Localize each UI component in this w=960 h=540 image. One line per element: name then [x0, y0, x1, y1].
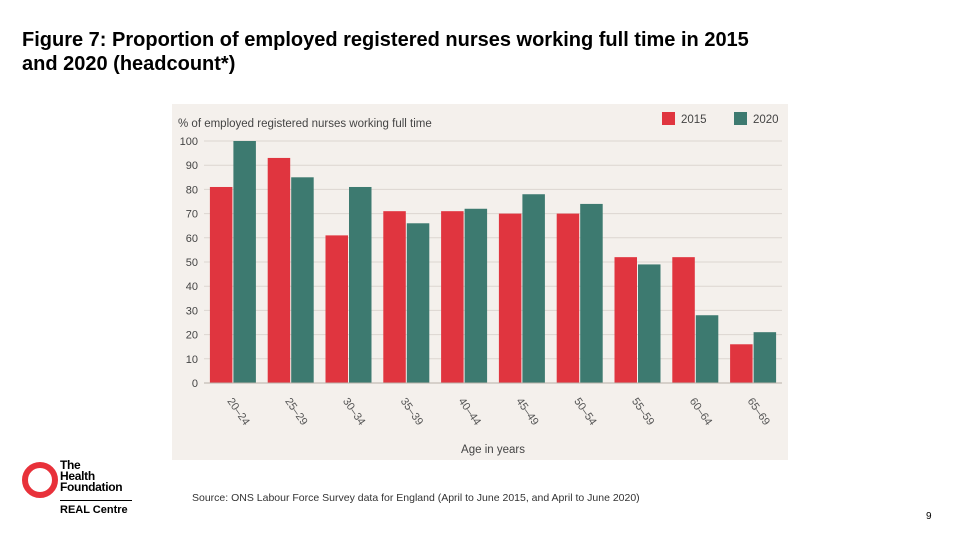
bar-2020-4 [406, 223, 430, 383]
x-tick-label: 55–59 [629, 396, 656, 428]
legend-label-2015: 2015 [681, 114, 707, 126]
x-tick-label: 30–34 [340, 396, 367, 428]
bar-2020-5 [464, 208, 488, 383]
legend-swatch-2020 [734, 112, 747, 125]
slide-title-line-2: and 2020 (headcount*) [22, 53, 236, 75]
logo-wordmark: The Health Foundation [60, 458, 123, 494]
y-tick-label: 10 [186, 354, 198, 366]
y-tick-label: 100 [180, 136, 198, 148]
bar-chart: % of employed registered nurses working … [178, 112, 782, 456]
x-tick-label: 25–29 [282, 396, 309, 428]
x-tick-label: 50–54 [571, 396, 598, 428]
bar-2020-9 [695, 315, 719, 383]
bar-2015-9 [672, 257, 695, 383]
x-tick-label: 40–44 [456, 396, 483, 428]
x-axis-label: Age in years [461, 444, 525, 456]
y-tick-label: 90 [186, 160, 198, 172]
logo-line-3: Foundation [60, 480, 123, 494]
chart-panel: % of employed registered nurses working … [172, 104, 788, 460]
x-tick-label: 60–64 [687, 396, 714, 428]
bar-2015-1 [209, 186, 233, 383]
source-note: Source: ONS Labour Force Survey data for… [192, 492, 640, 504]
bar-2015-5 [441, 211, 464, 383]
y-tick-label: 0 [192, 378, 198, 390]
y-tick-label: 20 [186, 330, 198, 342]
y-tick-label: 50 [186, 257, 198, 269]
bar-2015-6 [498, 213, 522, 383]
y-tick-label: 60 [186, 233, 198, 245]
y-tick-label: 70 [186, 209, 198, 221]
legend-swatch-2015 [662, 112, 675, 125]
legend-label-2020: 2020 [753, 114, 779, 126]
bar-2015-10 [730, 344, 753, 383]
logo-line-1: The [60, 458, 81, 472]
x-tick-label: 65–69 [745, 396, 772, 428]
bar-2020-6 [522, 194, 545, 383]
bar-2015-7 [556, 213, 580, 383]
y-tick-label: 40 [186, 281, 198, 293]
bar-2015-8 [614, 257, 637, 383]
x-tick-label: 20–24 [224, 396, 251, 428]
bar-2020-10 [753, 332, 777, 383]
logo-divider [60, 500, 132, 501]
slide-title-line-1: Figure 7: Proportion of employed registe… [22, 29, 749, 51]
y-tick-label: 30 [186, 305, 198, 317]
page-number: 9 [926, 511, 932, 522]
bar-2020-2 [291, 177, 314, 383]
bar-2020-1 [233, 141, 256, 383]
bar-2015-4 [383, 211, 406, 383]
x-tick-label: 45–49 [513, 396, 540, 428]
logo-subtitle: REAL Centre [60, 504, 128, 516]
logo-ring-icon [22, 462, 58, 498]
bar-2015-3 [325, 235, 348, 383]
x-tick-label: 35–39 [398, 396, 425, 428]
slide-title: Figure 7: Proportion of employed registe… [22, 28, 902, 76]
logo-line-2: Health [60, 469, 95, 483]
chart-title: % of employed registered nurses working … [178, 118, 432, 130]
bar-2020-3 [349, 186, 372, 383]
health-foundation-logo: The Health Foundation REAL Centre [22, 458, 142, 520]
bar-2020-8 [638, 264, 661, 383]
bar-2020-7 [580, 203, 603, 383]
y-tick-label: 80 [186, 184, 198, 196]
bar-2015-2 [267, 157, 291, 383]
